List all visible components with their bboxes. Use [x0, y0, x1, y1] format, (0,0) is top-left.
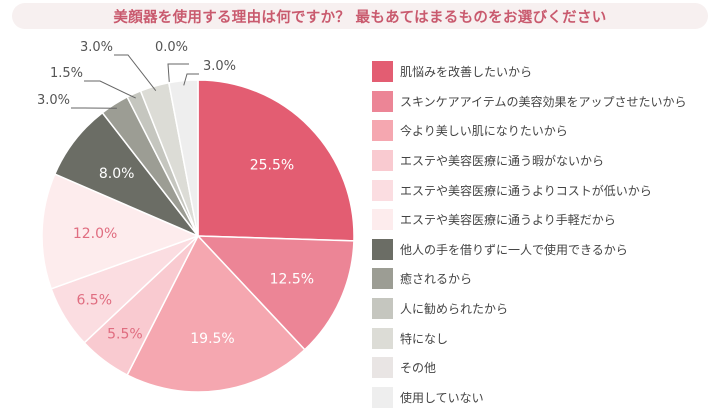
- legend-label: 肌悩みを改善したいから: [400, 63, 532, 80]
- legend-item: エステや美容医療に通う暇がないから: [372, 146, 717, 176]
- legend-item: 特になし: [372, 323, 717, 353]
- legend-label: 癒されるから: [400, 270, 472, 287]
- leader-line: [84, 81, 136, 98]
- legend-label: エステや美容医療に通う暇がないから: [400, 152, 604, 169]
- legend-swatch: [372, 180, 393, 201]
- legend-item: 使用していない: [372, 383, 717, 412]
- slice-label: 3.0%: [203, 59, 236, 74]
- slice-label: 8.0%: [99, 166, 135, 182]
- slice-label: 25.5%: [250, 157, 294, 173]
- slice-label: 3.0%: [80, 40, 113, 55]
- slice-label: 0.0%: [155, 40, 188, 55]
- legend-swatch: [372, 150, 393, 171]
- slice-label: 1.5%: [50, 66, 83, 81]
- legend-label: 今より美しい肌になりたいから: [400, 122, 568, 139]
- legend-label: 特になし: [400, 330, 448, 347]
- slice-label: 12.0%: [73, 226, 117, 242]
- slice-label: 19.5%: [190, 331, 234, 347]
- legend-swatch: [372, 357, 393, 378]
- chart-legend: 肌悩みを改善したいからスキンケアアイテムの美容効果をアップさせたいから今より美し…: [372, 57, 717, 412]
- slice-label: 5.5%: [107, 326, 143, 342]
- legend-label: 使用していない: [400, 389, 484, 406]
- legend-label: スキンケアアイテムの美容効果をアップさせたいから: [400, 93, 686, 110]
- legend-label: エステや美容医療に通うより手軽だから: [400, 211, 616, 228]
- slice-label: 3.0%: [37, 93, 70, 108]
- legend-swatch: [372, 268, 393, 289]
- slice-label: 12.5%: [270, 271, 314, 287]
- legend-swatch: [372, 239, 393, 260]
- legend-item: 他人の手を借りずに一人で使用できるから: [372, 235, 717, 265]
- legend-swatch: [372, 120, 393, 141]
- legend-item: 今より美しい肌になりたいから: [372, 116, 717, 146]
- slice-label: 6.5%: [76, 293, 112, 309]
- legend-item: スキンケアアイテムの美容効果をアップさせたいから: [372, 87, 717, 117]
- legend-item: その他: [372, 353, 717, 383]
- legend-item: 肌悩みを改善したいから: [372, 57, 717, 87]
- legend-swatch: [372, 91, 393, 112]
- legend-item: 人に勧められたから: [372, 294, 717, 324]
- legend-swatch: [372, 61, 393, 82]
- legend-swatch: [372, 328, 393, 349]
- legend-item: エステや美容医療に通うよりコストが低いから: [372, 175, 717, 205]
- legend-label: その他: [400, 359, 436, 376]
- legend-label: 他人の手を借りずに一人で使用できるから: [400, 241, 628, 258]
- legend-swatch: [372, 298, 393, 319]
- leader-line: [114, 55, 156, 91]
- legend-label: 人に勧められたから: [400, 300, 508, 317]
- legend-item: エステや美容医療に通うより手軽だから: [372, 205, 717, 235]
- legend-swatch: [372, 209, 393, 230]
- legend-item: 癒されるから: [372, 264, 717, 294]
- legend-label: エステや美容医療に通うよりコストが低いから: [400, 182, 652, 199]
- legend-swatch: [372, 387, 393, 408]
